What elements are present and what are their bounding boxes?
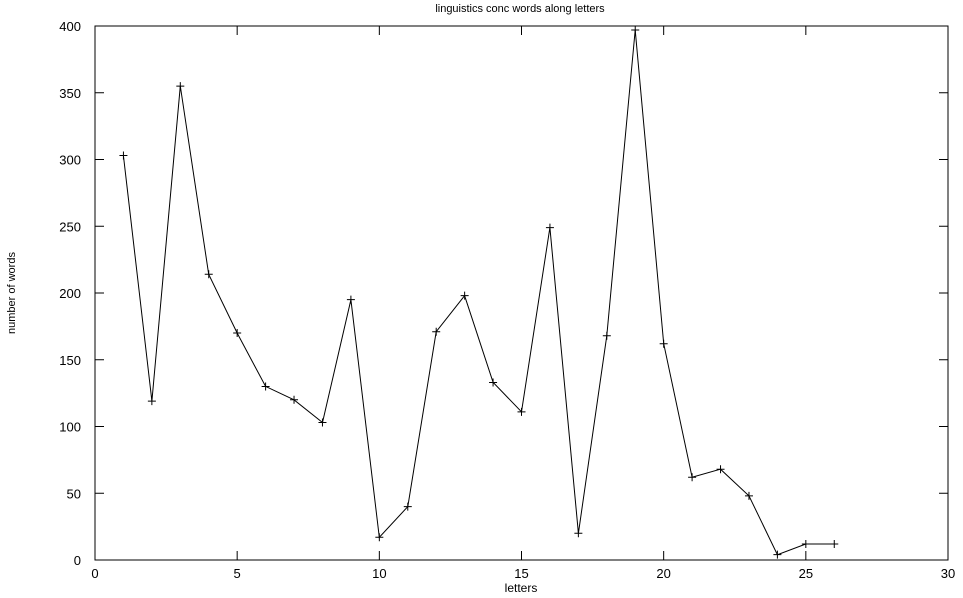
y-tick-label: 50	[67, 486, 81, 501]
data-point-marker	[688, 473, 697, 482]
x-tick-label: 15	[514, 566, 528, 581]
data-point-marker	[176, 82, 185, 91]
data-point-marker	[290, 395, 299, 404]
data-point-marker	[432, 327, 441, 336]
data-point-marker	[460, 291, 469, 300]
data-point-marker	[659, 339, 668, 348]
data-point-marker	[801, 539, 810, 548]
data-point-marker	[744, 491, 753, 500]
x-tick-label: 30	[941, 566, 955, 581]
data-point-marker	[830, 539, 839, 548]
x-tick-label: 5	[234, 566, 241, 581]
data-point-marker	[517, 407, 526, 416]
data-point-marker	[346, 295, 355, 304]
y-tick-label: 0	[74, 553, 81, 568]
x-tick-label: 20	[656, 566, 670, 581]
data-point-marker	[631, 26, 640, 35]
data-point-marker	[489, 378, 498, 387]
y-axis-title: number of words	[6, 252, 18, 334]
series-line	[122, 29, 835, 556]
y-tick-label: 250	[59, 219, 81, 234]
data-point-marker	[318, 418, 327, 427]
x-tick-label: 0	[91, 566, 98, 581]
data-point-marker	[403, 502, 412, 511]
x-axis-title: letters	[505, 581, 538, 595]
plot-frame	[94, 25, 949, 561]
data-point-marker	[716, 465, 725, 474]
data-point-marker	[119, 151, 128, 160]
data-point-marker	[204, 270, 213, 279]
data-point-marker	[773, 550, 782, 559]
data-point-marker	[147, 397, 156, 406]
x-tick-label: 25	[799, 566, 813, 581]
data-point-marker	[574, 529, 583, 538]
x-tick-label: 10	[372, 566, 386, 581]
y-tick-label: 150	[59, 353, 81, 368]
data-point-marker	[233, 329, 242, 338]
data-point-marker	[545, 223, 554, 232]
y-tick-label: 400	[59, 19, 81, 34]
y-tick-label: 100	[59, 420, 81, 435]
chart-title: linguistics conc words along letters	[435, 3, 605, 15]
series	[119, 26, 839, 559]
y-tick-label: 350	[59, 86, 81, 101]
data-point-marker	[261, 382, 270, 391]
y-tick-label: 200	[59, 286, 81, 301]
data-point-marker	[375, 533, 384, 542]
axis-ticks	[94, 25, 949, 561]
y-tick-label: 300	[59, 153, 81, 168]
data-point-marker	[602, 331, 611, 340]
